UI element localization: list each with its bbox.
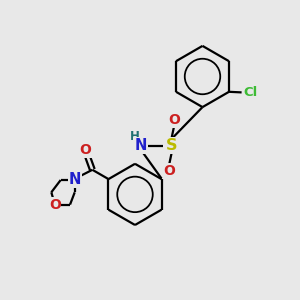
Text: O: O (79, 143, 91, 157)
Text: S: S (166, 138, 177, 153)
Text: N: N (68, 172, 81, 188)
Text: Cl: Cl (244, 86, 258, 99)
Text: H: H (130, 130, 139, 143)
Text: O: O (168, 113, 180, 127)
Text: O: O (49, 198, 61, 212)
Text: O: O (163, 164, 175, 178)
Text: N: N (134, 138, 147, 153)
